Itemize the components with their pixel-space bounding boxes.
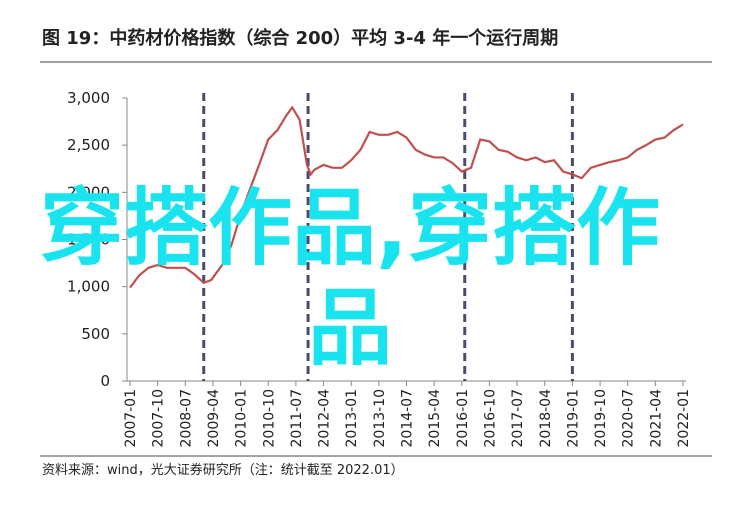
x-tick-label: 2013-10 — [372, 389, 388, 448]
x-tick-label: 2012-04 — [317, 389, 333, 448]
x-tick-label: 2007-10 — [151, 389, 167, 448]
watermark: 穿搭作品,穿搭作品 — [40, 179, 660, 377]
x-tick-label: 2016-01 — [455, 389, 471, 448]
x-tick-label: 2010-10 — [261, 389, 277, 448]
x-tick-label: 2013-01 — [344, 389, 360, 448]
x-tick-label: 2022-01 — [676, 389, 692, 448]
x-tick-label: 2019-01 — [565, 389, 581, 448]
series-line — [129, 105, 684, 289]
y-tick-label: 1,500 — [67, 231, 110, 249]
x-tick-label: 2015-04 — [427, 389, 443, 448]
source-note: 资料来源：wind，光大证券研究所（注：统计截至 2022.01） — [42, 462, 404, 478]
x-tick-label: 2021-04 — [648, 389, 664, 448]
x-tick-label: 2010-01 — [234, 389, 250, 448]
x-tick-label: 2014-07 — [400, 389, 416, 448]
x-tick-label: 2017-07 — [510, 389, 526, 448]
y-tick-label: 0 — [100, 372, 110, 390]
x-tick-label: 2019-10 — [593, 389, 609, 448]
y-tick-label: 2,000 — [67, 183, 110, 201]
x-tick-label: 2011-07 — [289, 389, 305, 448]
y-tick-label: 1,000 — [67, 278, 110, 296]
y-tick-label: 500 — [81, 325, 110, 343]
chart-title: 图 19：中药材价格指数（综合 200）平均 3-4 年一个运行周期 — [42, 27, 558, 49]
x-tick-label: 2018-04 — [538, 389, 554, 448]
x-tick-label: 2009-04 — [206, 389, 222, 448]
y-tick-label: 3,000 — [67, 89, 110, 107]
y-tick-label: 2,500 — [67, 136, 110, 154]
x-tick-label: 2008-07 — [178, 389, 194, 448]
x-tick-label: 2020-07 — [621, 389, 637, 448]
x-tick-label: 2016-10 — [482, 389, 498, 448]
x-tick-label: 2007-01 — [123, 389, 139, 448]
